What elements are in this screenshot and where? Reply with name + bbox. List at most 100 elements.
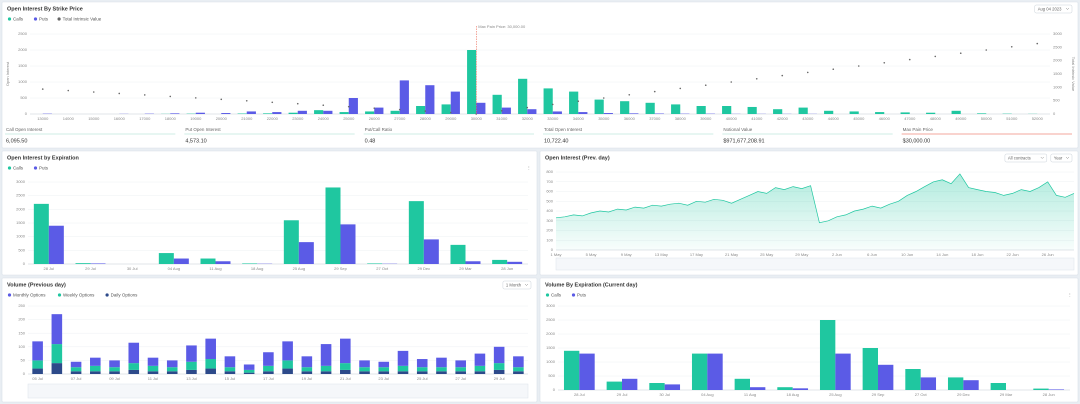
bar (951, 110, 961, 114)
x-tick-label: 51000 (1006, 116, 1018, 121)
y-tick-label: 0 (23, 371, 26, 376)
legend-label[interactable]: Weekly Options (63, 292, 95, 297)
y-tick-label: 500 (548, 373, 555, 378)
bar-segment (147, 371, 159, 374)
x-tick-label: 04 Aug (168, 266, 180, 271)
stat-label: Call Open Interest (6, 127, 43, 132)
legend-label[interactable]: Puts (39, 16, 49, 21)
y-tick-label: 500 (546, 198, 553, 203)
bar (173, 258, 189, 264)
legend-swatch[interactable] (33, 166, 38, 170)
legend-label[interactable]: Calls (13, 16, 24, 21)
x-tick-label: 29 Mar (459, 266, 472, 271)
x-tick-label: 28 Jun (1043, 392, 1055, 397)
x-tick-label: 23000 (292, 116, 304, 121)
range-brush[interactable] (555, 257, 1075, 271)
intrinsic-dot (832, 68, 835, 70)
dropdown-label[interactable]: Aug 04 2023 (1038, 6, 1062, 11)
intrinsic-dot (602, 97, 605, 99)
legend-swatch[interactable] (7, 166, 12, 170)
legend-label[interactable]: Puts (577, 292, 587, 297)
x-tick-label: 29 Jul (494, 376, 505, 381)
dropdown[interactable] (1034, 4, 1073, 14)
bar (862, 348, 878, 390)
bar-segment (70, 371, 82, 374)
bar-segment (340, 363, 351, 370)
intrinsic-dot (373, 107, 376, 109)
bar (75, 263, 91, 264)
bar-segment (243, 372, 255, 374)
legend-swatch[interactable] (7, 293, 12, 297)
legend-label[interactable]: Monthly Options (13, 292, 46, 297)
bar (90, 263, 106, 264)
bar (33, 203, 49, 264)
legend-swatch[interactable] (57, 17, 61, 21)
bar (423, 239, 439, 264)
bar (476, 102, 486, 114)
bar-segment (90, 357, 101, 366)
bar (492, 259, 508, 264)
y-tick-label: 150 (18, 330, 25, 335)
y-tick-label: 2000 (18, 47, 28, 52)
bar-segment (128, 369, 140, 374)
chevron (1065, 156, 1070, 159)
legend-swatch[interactable] (105, 293, 109, 297)
dropdown[interactable] (1004, 153, 1048, 163)
y-tick-label: 1500 (16, 220, 26, 225)
dropdown-label[interactable]: Year (1054, 155, 1063, 160)
legend-swatch[interactable] (57, 293, 62, 297)
dropdown-label[interactable]: All contracts (1008, 155, 1031, 160)
stat-label: Max Pain Price (903, 127, 934, 132)
x-tick-label: 29 Jul (85, 266, 96, 271)
legend-label[interactable]: Calls (551, 292, 562, 297)
y-tick-label: 0 (553, 387, 556, 392)
panel-title: Open Interest (Prev. day) (545, 155, 610, 161)
bar-segment (224, 356, 236, 368)
intrinsic-dot (92, 91, 95, 93)
bar-segment (320, 344, 332, 366)
y-tick-label: 200 (546, 228, 553, 233)
panel-title: Volume (Previous day) (7, 282, 66, 288)
legend-swatch[interactable] (7, 17, 12, 21)
x-tick-label: 19000 (190, 116, 202, 121)
intrinsic-dot (424, 110, 427, 112)
bar-segment (378, 367, 390, 372)
legend-label[interactable]: Daily Options (111, 292, 139, 297)
bar-segment (436, 371, 447, 374)
dropdown[interactable] (502, 280, 532, 290)
bar (298, 242, 314, 264)
intrinsic-dot (1036, 42, 1039, 45)
dropdown-label[interactable]: 1 Month (506, 282, 522, 287)
bar (263, 113, 273, 114)
bar (875, 112, 885, 114)
annotation-label: Max Pain Price: 30,000.00 (478, 24, 526, 29)
bar (707, 353, 723, 390)
y-tick-label: 500 (18, 247, 25, 252)
legend-label[interactable]: Total Intrinsic Value (63, 16, 102, 21)
bar-segment (90, 371, 101, 374)
x-tick-label: 04 Aug (701, 392, 713, 397)
legend-label[interactable]: Puts (39, 165, 49, 170)
bar (246, 111, 256, 114)
bar-segment (359, 371, 370, 374)
intrinsic-dot (959, 52, 962, 54)
range-brush[interactable] (27, 383, 529, 399)
panel-title: Volume By Expiration (Current day) (545, 282, 638, 288)
bar (399, 80, 409, 114)
bar (450, 91, 460, 114)
x-tick-label: 47000 (904, 116, 916, 121)
bar (552, 111, 562, 114)
legend-label[interactable]: Calls (13, 165, 24, 170)
bar-segment (32, 360, 43, 369)
legend-swatch[interactable] (545, 293, 550, 297)
dropdown[interactable] (1050, 153, 1073, 163)
legend-swatch[interactable] (33, 17, 38, 21)
bar-segment (320, 371, 332, 374)
legend-swatch[interactable] (571, 293, 576, 297)
stat-label: Total Open Interest (544, 127, 583, 132)
intrinsic-dot (271, 101, 274, 104)
x-tick-label: 17 Jul (263, 376, 274, 381)
bar-segment (455, 367, 466, 372)
stat-value: 10,722.40 (544, 138, 568, 144)
